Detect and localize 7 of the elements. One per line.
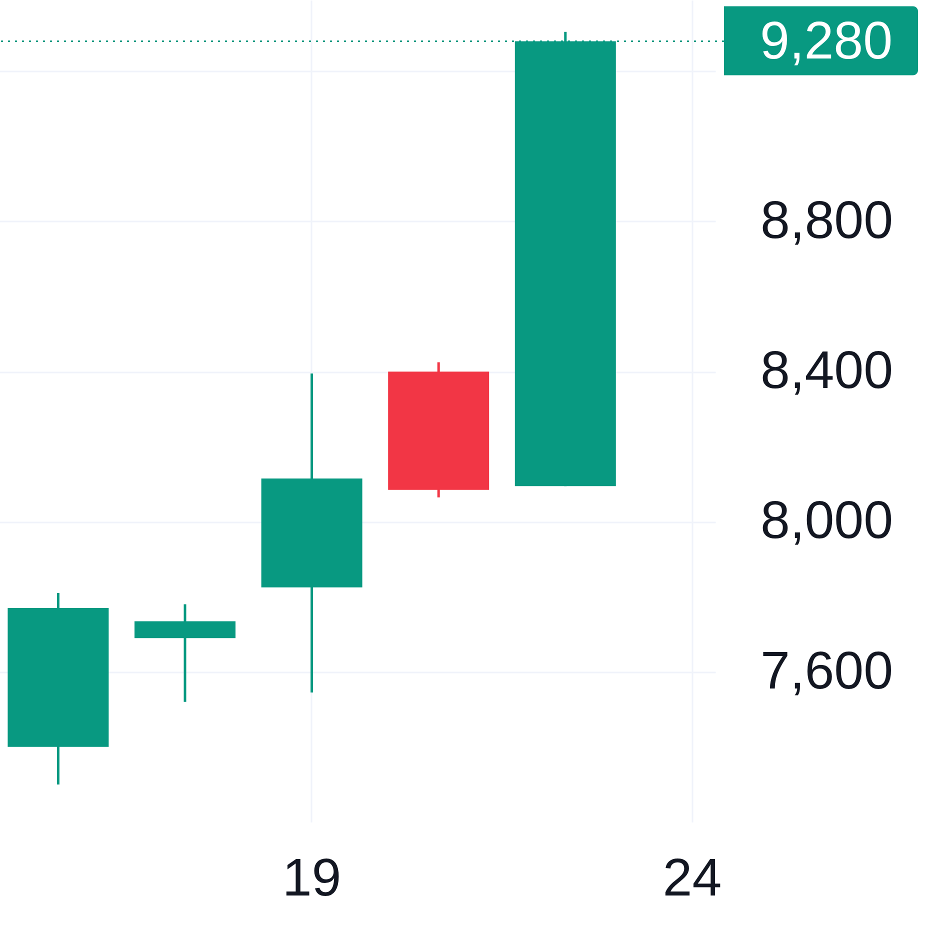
x-tick-label: 19 xyxy=(282,848,342,908)
y-tick-label: 8,000 xyxy=(760,491,894,550)
x-tick-label: 24 xyxy=(662,848,722,908)
ref-line-label: 9,280 xyxy=(760,11,893,70)
y-tick-label: 8,400 xyxy=(760,341,894,400)
y-tick-label: 7,600 xyxy=(760,641,894,700)
y-tick-label: 8,800 xyxy=(760,190,894,250)
